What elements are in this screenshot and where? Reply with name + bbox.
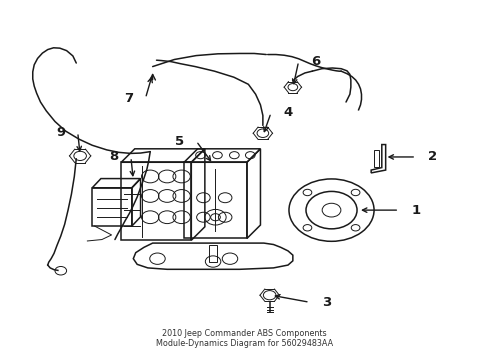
Text: 6: 6 <box>310 55 319 68</box>
Text: 2010 Jeep Commander ABS Components
Module-Dynamics Diagram for 56029483AA: 2010 Jeep Commander ABS Components Modul… <box>156 329 332 348</box>
Bar <box>121 162 191 240</box>
Text: 3: 3 <box>321 296 330 309</box>
Text: 8: 8 <box>109 150 119 163</box>
Bar <box>183 162 246 238</box>
Text: 2: 2 <box>427 150 436 163</box>
Bar <box>92 188 132 226</box>
Bar <box>209 244 217 261</box>
Text: 7: 7 <box>124 92 133 105</box>
Text: 5: 5 <box>175 135 183 148</box>
Bar <box>373 149 378 167</box>
Text: 9: 9 <box>57 126 65 139</box>
Text: 1: 1 <box>410 204 420 217</box>
Text: 4: 4 <box>283 106 292 119</box>
